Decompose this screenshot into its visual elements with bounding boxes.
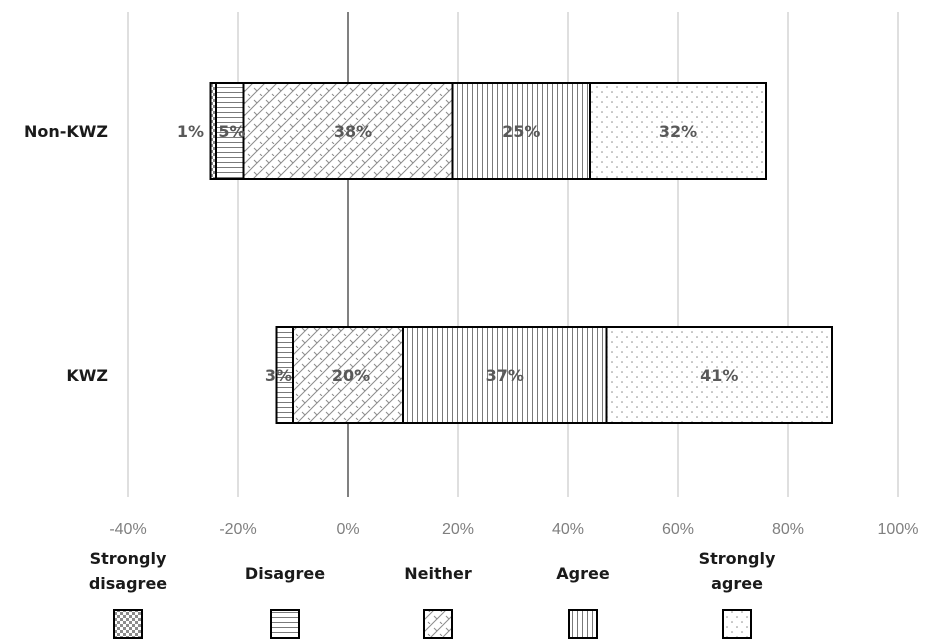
legend-swatch bbox=[722, 609, 752, 639]
x-tick-label: 20% bbox=[442, 521, 474, 538]
bar-segment-disagree-non-kwz bbox=[215, 82, 245, 180]
x-tick-label: 0% bbox=[336, 521, 359, 538]
category-label-kwz: KWZ bbox=[66, 366, 108, 385]
x-tick-label: 80% bbox=[772, 521, 804, 538]
legend-label: Agree bbox=[556, 564, 610, 583]
bars bbox=[209, 82, 833, 424]
data-label: 37% bbox=[486, 366, 524, 385]
category-labels: Non-KWZ KWZ bbox=[24, 122, 108, 385]
legend-swatch bbox=[568, 609, 598, 639]
data-label: 38% bbox=[334, 122, 372, 141]
category-label-non-kwz: Non-KWZ bbox=[24, 122, 108, 141]
data-label: 25% bbox=[502, 122, 540, 141]
legend-item-agree: Agree bbox=[556, 564, 610, 639]
data-label: 3% bbox=[265, 366, 292, 385]
legend: Strongly disagree Disagree Neither Agree Stro… bbox=[89, 549, 776, 639]
data-labels: 1% 5% 38% 25% 32% 3% 20% 37% 41% bbox=[177, 122, 738, 385]
legend-item-disagree: Disagree bbox=[245, 564, 325, 639]
legend-item-neither: Neither bbox=[404, 564, 472, 639]
bar-segment-strongly-agree-non-kwz bbox=[589, 82, 767, 180]
legend-label: Strongly bbox=[90, 549, 167, 568]
legend-label: Disagree bbox=[245, 564, 325, 583]
data-label: 1% bbox=[177, 122, 204, 141]
x-tick-label: 40% bbox=[552, 521, 584, 538]
bar-segment-strongly-agree-kwz bbox=[605, 326, 833, 424]
data-label: 41% bbox=[700, 366, 738, 385]
legend-swatch bbox=[113, 609, 143, 639]
x-tick-label: 60% bbox=[662, 521, 694, 538]
legend-label: disagree bbox=[89, 574, 167, 593]
legend-item-strongly-disagree: Strongly disagree bbox=[89, 549, 167, 639]
legend-swatch bbox=[270, 609, 300, 639]
legend-label: Neither bbox=[404, 564, 472, 583]
x-tick-label: 100% bbox=[878, 521, 919, 538]
x-axis: -40% -20% 0% 20% 40% 60% 80% 100% bbox=[109, 521, 918, 538]
legend-label: Strongly bbox=[699, 549, 776, 568]
data-label: 20% bbox=[332, 366, 370, 385]
legend-item-strongly-agree: Strongly agree bbox=[699, 549, 776, 639]
data-label: 5% bbox=[218, 122, 245, 141]
legend-label: agree bbox=[711, 574, 763, 593]
data-label: 32% bbox=[659, 122, 697, 141]
x-tick-label: -20% bbox=[219, 521, 256, 538]
legend-swatch bbox=[423, 609, 453, 639]
x-tick-label: -40% bbox=[109, 521, 146, 538]
